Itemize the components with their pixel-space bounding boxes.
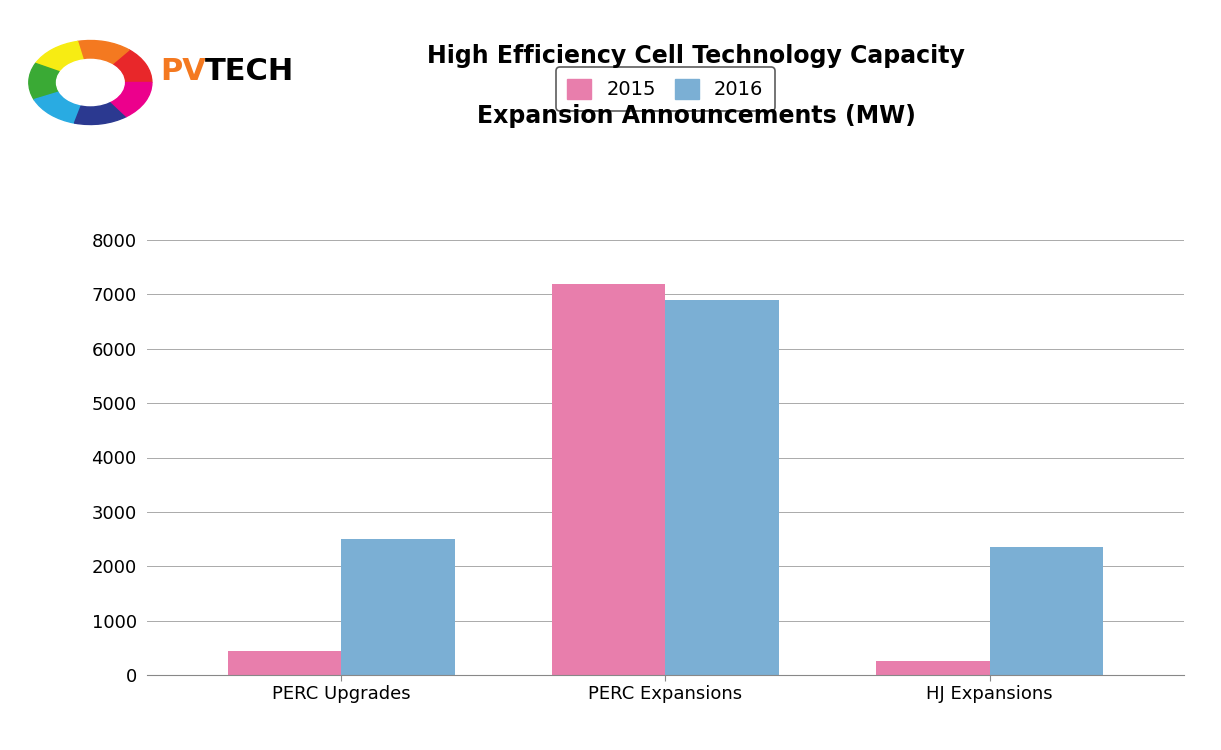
Text: TECH: TECH [205,58,294,86]
Text: PV: PV [161,58,206,86]
Bar [341,539,454,675]
Bar [990,548,1104,675]
Text: Expansion Announcements (MW): Expansion Announcements (MW) [476,104,916,128]
Circle shape [56,59,125,106]
Wedge shape [34,82,90,123]
Wedge shape [35,41,90,82]
Bar [665,300,779,675]
Text: High Efficiency Cell Technology Capacity: High Efficiency Cell Technology Capacity [427,44,965,68]
Bar [552,284,665,675]
Wedge shape [90,82,151,116]
Wedge shape [90,50,151,82]
Wedge shape [29,64,90,100]
Legend: 2015, 2016: 2015, 2016 [556,67,775,111]
Bar [877,662,990,675]
Bar [227,650,341,675]
Wedge shape [78,40,129,82]
Wedge shape [74,82,127,124]
